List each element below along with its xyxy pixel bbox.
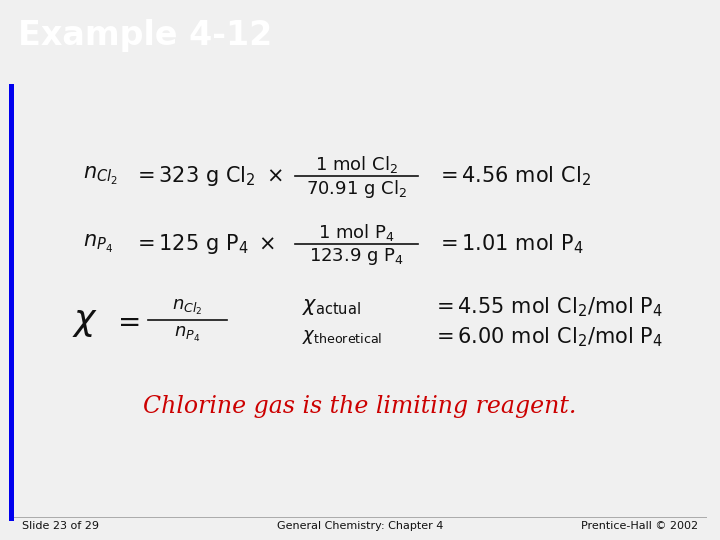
- Text: Slide 23 of 29: Slide 23 of 29: [22, 521, 99, 531]
- Text: $= 4.55\ \mathrm{mol\ Cl_2/mol\ P_4}$: $= 4.55\ \mathrm{mol\ Cl_2/mol\ P_4}$: [432, 295, 663, 319]
- Text: $= 125\ \mathrm{g\ P_4}\ \times$: $= 125\ \mathrm{g\ P_4}\ \times$: [133, 232, 276, 256]
- Text: General Chemistry: Chapter 4: General Chemistry: Chapter 4: [276, 521, 444, 531]
- Text: $\chi_{\mathrm{theoretical}}$: $\chi_{\mathrm{theoretical}}$: [302, 328, 383, 346]
- Text: Prentice-Hall © 2002: Prentice-Hall © 2002: [581, 521, 698, 531]
- Text: $= 6.00\ \mathrm{mol\ Cl_2/mol\ P_4}$: $= 6.00\ \mathrm{mol\ Cl_2/mol\ P_4}$: [432, 325, 663, 349]
- Text: Example 4-12: Example 4-12: [18, 18, 272, 52]
- Text: $= 323\ \mathrm{g\ Cl_2}\ \times$: $= 323\ \mathrm{g\ Cl_2}\ \times$: [133, 164, 284, 188]
- Text: $n_{Cl_2}$: $n_{Cl_2}$: [172, 298, 202, 317]
- Text: $n_{Cl_2}$: $n_{Cl_2}$: [83, 165, 117, 187]
- Text: $= 4.56\ \mathrm{mol\ Cl_2}$: $= 4.56\ \mathrm{mol\ Cl_2}$: [436, 164, 590, 188]
- Text: $\chi$: $\chi$: [72, 305, 98, 339]
- Text: $123.9\ \mathrm{g\ P_4}$: $123.9\ \mathrm{g\ P_4}$: [309, 246, 404, 267]
- Text: $70.91\ \mathrm{g\ Cl_2}$: $70.91\ \mathrm{g\ Cl_2}$: [306, 178, 407, 200]
- Text: $\chi_{\mathrm{actual}}$: $\chi_{\mathrm{actual}}$: [302, 298, 361, 318]
- FancyBboxPatch shape: [9, 84, 14, 521]
- Text: $1\ \mathrm{mol\ P_4}$: $1\ \mathrm{mol\ P_4}$: [318, 222, 395, 243]
- Text: $= 1.01\ \mathrm{mol\ P_4}$: $= 1.01\ \mathrm{mol\ P_4}$: [436, 232, 583, 256]
- Text: $n_{P_4}$: $n_{P_4}$: [174, 325, 200, 344]
- Text: $n_{P_4}$: $n_{P_4}$: [83, 233, 113, 255]
- Text: Chlorine gas is the limiting reagent.: Chlorine gas is the limiting reagent.: [143, 395, 577, 417]
- Text: $=$: $=$: [112, 308, 140, 335]
- Text: $1\ \mathrm{mol\ Cl_2}$: $1\ \mathrm{mol\ Cl_2}$: [315, 154, 398, 174]
